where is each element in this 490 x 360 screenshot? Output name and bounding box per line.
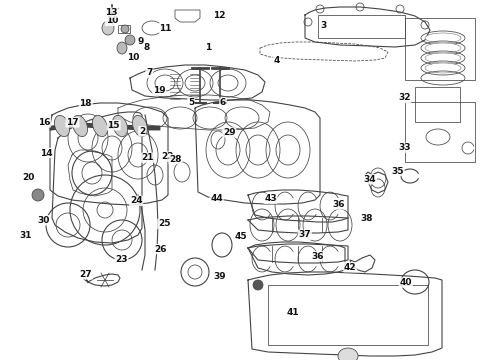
Ellipse shape — [125, 35, 135, 45]
Text: 12: 12 — [213, 10, 226, 19]
Bar — [415, 87, 460, 122]
Ellipse shape — [338, 348, 358, 360]
Text: 41: 41 — [287, 308, 299, 317]
Bar — [405, 102, 475, 162]
Text: 23: 23 — [115, 256, 128, 264]
Bar — [405, 18, 475, 80]
Text: 11: 11 — [159, 23, 172, 32]
Ellipse shape — [54, 116, 70, 136]
Text: 6: 6 — [220, 98, 226, 107]
Ellipse shape — [425, 43, 461, 53]
Text: 45: 45 — [235, 233, 247, 241]
Text: 27: 27 — [79, 270, 92, 279]
Ellipse shape — [93, 116, 108, 136]
Text: 10: 10 — [105, 16, 118, 25]
Text: 36: 36 — [333, 200, 345, 209]
Text: 30: 30 — [37, 216, 49, 225]
Text: 34: 34 — [364, 175, 376, 184]
Ellipse shape — [117, 42, 127, 54]
Text: 29: 29 — [223, 128, 236, 137]
Ellipse shape — [132, 116, 147, 136]
Text: 9: 9 — [138, 37, 145, 46]
Bar — [118, 25, 130, 33]
Ellipse shape — [102, 21, 114, 35]
Text: 22: 22 — [161, 152, 174, 161]
Ellipse shape — [425, 53, 461, 63]
Text: 15: 15 — [107, 121, 120, 130]
Text: 14: 14 — [40, 149, 53, 158]
Text: 38: 38 — [360, 214, 373, 223]
Ellipse shape — [73, 116, 88, 136]
Text: 24: 24 — [130, 197, 143, 205]
Text: 20: 20 — [22, 173, 35, 181]
Text: 39: 39 — [213, 272, 226, 281]
Text: 2: 2 — [139, 127, 145, 136]
Ellipse shape — [112, 116, 127, 136]
Text: 44: 44 — [210, 194, 223, 203]
Text: 31: 31 — [19, 231, 32, 240]
Text: 4: 4 — [273, 55, 280, 65]
Text: 43: 43 — [264, 194, 277, 203]
Text: 10: 10 — [127, 53, 140, 62]
Ellipse shape — [425, 33, 461, 43]
Ellipse shape — [253, 280, 263, 290]
Text: 19: 19 — [153, 86, 166, 95]
Text: 3: 3 — [320, 21, 326, 30]
Text: 5: 5 — [188, 98, 194, 107]
Text: 37: 37 — [298, 230, 311, 239]
Text: 33: 33 — [398, 143, 411, 152]
Text: 32: 32 — [398, 94, 411, 102]
Text: 13: 13 — [105, 8, 118, 17]
Text: 1: 1 — [205, 43, 211, 52]
Text: 17: 17 — [66, 118, 79, 127]
Text: 36: 36 — [311, 252, 324, 261]
Text: 26: 26 — [154, 245, 167, 253]
Text: 40: 40 — [399, 278, 412, 287]
Text: 42: 42 — [344, 263, 357, 271]
Ellipse shape — [425, 63, 461, 73]
Text: 16: 16 — [38, 118, 50, 127]
Text: 7: 7 — [146, 68, 153, 77]
Ellipse shape — [121, 25, 129, 33]
Text: 25: 25 — [158, 219, 171, 228]
Text: 28: 28 — [169, 154, 182, 163]
Ellipse shape — [32, 189, 44, 201]
Text: 18: 18 — [79, 99, 92, 108]
Text: 35: 35 — [392, 166, 404, 175]
Text: 21: 21 — [142, 153, 154, 162]
Text: 8: 8 — [144, 43, 150, 52]
